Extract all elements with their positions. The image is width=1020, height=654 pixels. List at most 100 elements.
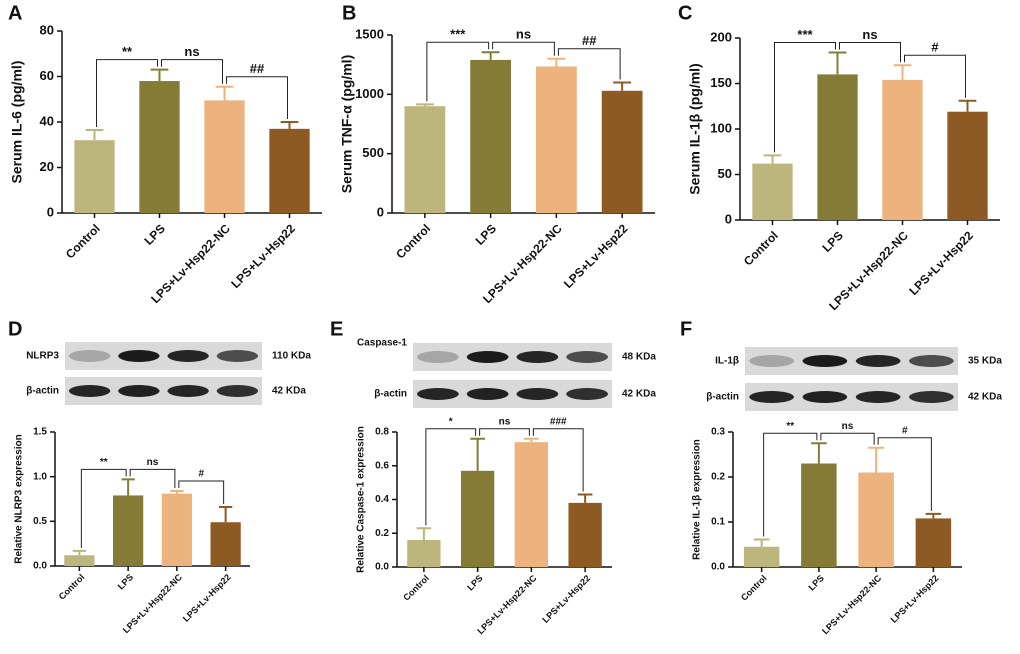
y-axis-label: Serum TNF-α (pg/ml) bbox=[339, 55, 355, 194]
significance-bracket bbox=[161, 59, 223, 84]
x-tick-label: LPS bbox=[807, 573, 826, 592]
significance-label: ns bbox=[516, 27, 531, 42]
x-tick-label: Control bbox=[739, 573, 769, 603]
y-tick-label: 0.3 bbox=[711, 427, 725, 438]
y-tick-label: 0 bbox=[47, 204, 54, 219]
bar bbox=[460, 470, 495, 567]
x-tick-label: LPS bbox=[473, 221, 499, 247]
y-tick-label: 0.0 bbox=[375, 562, 389, 573]
blot-band bbox=[216, 385, 259, 397]
blot-size: 35 KDa bbox=[968, 356, 1002, 367]
panel-label: E bbox=[330, 318, 343, 340]
significance-bracket bbox=[425, 428, 477, 526]
x-tick-label: LPS+Lv-Hsp22 bbox=[561, 221, 631, 291]
bar bbox=[407, 540, 441, 567]
blot-size: 42 KDa bbox=[272, 386, 306, 397]
y-tick-label: 500 bbox=[362, 145, 384, 160]
x-tick-label: LPS+Lv-Hsp22-NC bbox=[820, 573, 883, 636]
blot-size: 48 KDa bbox=[622, 352, 656, 363]
error-bar bbox=[215, 85, 234, 101]
significance-label: ## bbox=[250, 61, 265, 76]
blot-band bbox=[466, 351, 509, 363]
x-tick-label: LPS+Lv-Hsp22 bbox=[228, 221, 298, 291]
significance-bracket bbox=[877, 437, 932, 511]
error-bar bbox=[280, 121, 299, 129]
panel-label: B bbox=[342, 2, 356, 24]
blot-label: β-actin bbox=[374, 389, 407, 400]
blot-label: β-actin bbox=[706, 392, 739, 403]
significance-bracket bbox=[839, 42, 901, 63]
significance-bracket bbox=[178, 480, 225, 505]
y-tick-label: 50 bbox=[718, 166, 732, 181]
blot-band bbox=[855, 391, 901, 403]
y-tick-label: 1.5 bbox=[33, 427, 47, 438]
y-tick-label: 0.8 bbox=[375, 427, 389, 438]
significance-label: ** bbox=[100, 457, 108, 468]
significance-bracket bbox=[226, 76, 288, 119]
bar bbox=[210, 522, 241, 566]
blot-band bbox=[167, 350, 209, 362]
significance-label: ns bbox=[862, 27, 877, 42]
y-axis-label: Relative IL-1β expression bbox=[692, 439, 703, 560]
significance-label: *** bbox=[450, 27, 466, 42]
blot-band bbox=[802, 391, 848, 403]
significance-bracket bbox=[532, 428, 584, 492]
error-bar bbox=[415, 103, 434, 107]
bar bbox=[801, 463, 837, 567]
blot-band bbox=[909, 391, 954, 403]
bar bbox=[514, 442, 549, 567]
y-tick-label: 0.0 bbox=[33, 561, 47, 572]
significance-bracket bbox=[96, 59, 158, 127]
blot-size: 42 KDa bbox=[622, 389, 656, 400]
bar bbox=[64, 555, 95, 566]
blot-band bbox=[68, 350, 111, 362]
blot-band bbox=[749, 391, 794, 403]
x-tick-label: Control bbox=[741, 228, 781, 268]
blot-band bbox=[802, 355, 848, 367]
x-tick-label: LPS+Lv-Hsp22 bbox=[906, 228, 976, 298]
panel-label: F bbox=[680, 318, 692, 340]
bar bbox=[858, 472, 894, 567]
error-bar bbox=[868, 446, 884, 473]
blot-size: 110 KDa bbox=[272, 351, 311, 362]
error-bar bbox=[524, 437, 539, 443]
y-tick-label: 80 bbox=[40, 22, 54, 37]
error-bar bbox=[828, 51, 847, 75]
error-bar bbox=[150, 68, 169, 82]
significance-label: # bbox=[198, 469, 204, 480]
error-bar bbox=[416, 527, 432, 540]
significance-bracket bbox=[557, 48, 621, 80]
error-bar bbox=[481, 51, 500, 60]
bar bbox=[882, 79, 923, 220]
y-tick-label: 0.1 bbox=[711, 517, 725, 528]
significance-label: ns bbox=[842, 421, 854, 432]
blot-band bbox=[167, 385, 209, 397]
y-tick-label: 0.0 bbox=[711, 562, 725, 573]
y-axis-label: Serum IL-1β (pg/ml) bbox=[687, 63, 703, 194]
panel-label: A bbox=[8, 2, 22, 24]
significance-bracket bbox=[492, 41, 555, 56]
x-tick-label: LPS+Lv-Hsp22 bbox=[889, 573, 941, 625]
y-tick-label: 0.4 bbox=[375, 494, 389, 505]
bar bbox=[752, 163, 793, 220]
y-tick-label: 0.6 bbox=[375, 460, 389, 471]
error-bar bbox=[753, 538, 770, 547]
significance-bracket bbox=[129, 468, 176, 488]
error-bar bbox=[170, 489, 184, 494]
y-tick-label: 1000 bbox=[355, 86, 384, 101]
significance-label: ns bbox=[499, 416, 511, 427]
y-axis-label: Serum IL-6 (pg/ml) bbox=[9, 61, 25, 184]
x-tick-label: Control bbox=[63, 221, 103, 261]
blot-band bbox=[566, 388, 609, 400]
bar bbox=[743, 546, 780, 567]
error-bar bbox=[547, 57, 566, 67]
error-bar bbox=[811, 442, 827, 464]
y-tick-label: 150 bbox=[710, 75, 732, 90]
y-tick-label: 100 bbox=[710, 120, 732, 135]
x-tick-label: LPS bbox=[141, 221, 167, 247]
blot-band bbox=[516, 351, 559, 363]
error-bar bbox=[613, 81, 632, 91]
error-bar bbox=[470, 437, 485, 471]
